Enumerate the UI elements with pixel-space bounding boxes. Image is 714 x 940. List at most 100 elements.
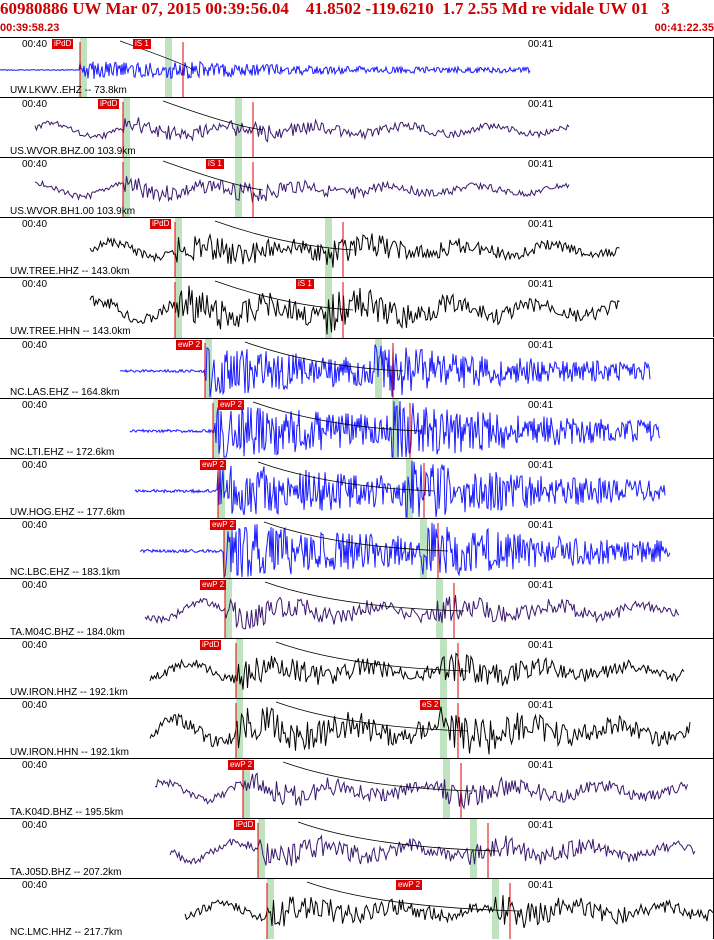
trace-panel[interactable]: 00:40 00:41 iPdD US.WVOR.BHZ.00 103.9km — [0, 97, 714, 158]
phase-window-band — [165, 38, 172, 98]
phase-pick-badge[interactable]: iS 1 — [296, 279, 314, 289]
waveform-plot — [34, 98, 570, 158]
waveform-trace — [149, 652, 685, 690]
time-tick-label: 00:41 — [528, 520, 554, 531]
waveform-trace — [169, 834, 696, 867]
trace-panel[interactable]: 00:40 00:41 ewP 2 TA.M04C.BHZ -- 184.0km — [0, 578, 714, 639]
trace-panel[interactable]: 00:40 00:41 eS 2 UW.IRON.HHN -- 192.1km — [0, 698, 714, 759]
header-bar: 60980886 UW Mar 07, 2015 00:39:56.04 41.… — [0, 0, 714, 37]
phase-pick-badge[interactable]: eS 2 — [420, 700, 441, 710]
phase-window-band — [443, 759, 450, 819]
phase-pick-badge[interactable]: ewP 2 — [176, 340, 203, 350]
trace-panel[interactable]: 00:40 00:41 iPdD UW.IRON.HHZ -- 192.1km — [0, 638, 714, 699]
waveform-plot — [139, 519, 671, 579]
phase-pick-badge[interactable]: iPdD — [98, 99, 120, 109]
phase-pick-badge[interactable]: iPdD — [234, 820, 256, 830]
waveform-plot — [134, 459, 666, 519]
phase-pick-badge[interactable]: iPdD — [52, 39, 74, 49]
time-tick-label: 00:41 — [528, 340, 554, 351]
waveform-plot — [144, 579, 680, 639]
phase-pick-badge[interactable]: ewP 2 — [200, 580, 227, 590]
travel-time-curve — [162, 160, 264, 191]
time-tick-label: 00:40 — [22, 520, 48, 531]
travel-time-curve — [162, 100, 264, 131]
time-tick-label: 00:40 — [22, 340, 48, 351]
phase-window-band — [436, 579, 443, 639]
phase-window-band — [236, 639, 243, 699]
time-tick-label: 00:41 — [528, 580, 554, 591]
phase-pick-badge[interactable]: ewP 2 — [228, 760, 255, 770]
time-tick-label: 00:40 — [22, 400, 48, 411]
waveform-trace — [34, 176, 570, 203]
station-label: TA.K04D.BHZ -- 195.5km — [10, 807, 124, 818]
time-tick-label: 00:40 — [22, 640, 48, 651]
waveform-trace — [134, 460, 666, 518]
waveform-plot — [89, 278, 620, 338]
phase-window-band — [123, 158, 130, 218]
phase-pick-badge[interactable]: iPdD — [150, 219, 172, 229]
phase-pick-badge[interactable]: ewP 2 — [200, 460, 227, 470]
time-tick-label: 00:41 — [528, 99, 554, 110]
phase-window-band — [235, 98, 242, 158]
travel-time-curve — [244, 341, 404, 372]
trace-panel[interactable]: 00:40 00:41 iPdD iS 1 UW.LKWV..EHZ -- 73.8km — [0, 37, 714, 98]
phase-window-band — [470, 819, 477, 879]
time-tick-label: 00:40 — [22, 820, 48, 831]
waveform-trace — [149, 706, 691, 755]
phase-window-band — [492, 879, 499, 939]
trace-panel[interactable]: 00:40 00:41 ewP 2 NC.LBC.EHZ -- 183.1km — [0, 518, 714, 579]
phase-window-band — [440, 639, 447, 699]
trace-panel[interactable]: 00:40 00:41 ewP 2 TA.K04D.BHZ -- 195.5km — [0, 758, 714, 819]
waveform-trace — [89, 285, 620, 335]
seismogram-panel[interactable]: 00:40 00:41 iPdD iS 1 UW.LKWV..EHZ -- 73.8km… — [0, 37, 714, 939]
phase-pick-badge[interactable]: ewP 2 — [396, 880, 423, 890]
time-tick-label: 00:41 — [528, 880, 554, 891]
travel-time-curve — [275, 701, 469, 732]
phase-pick-badge[interactable]: iS 1 — [133, 39, 151, 49]
waveform-trace — [119, 344, 651, 398]
time-tick-label: 00:41 — [528, 279, 554, 290]
time-tick-label: 00:40 — [22, 99, 48, 110]
phase-pick-badge[interactable]: iPdD — [200, 640, 222, 650]
time-tick-label: 00:40 — [22, 700, 48, 711]
time-tick-label: 00:40 — [22, 460, 48, 471]
phase-window-band — [123, 98, 130, 158]
waveform-trace — [184, 895, 714, 929]
station-label: TA.M04C.BHZ -- 184.0km — [10, 627, 125, 638]
waveform-plot — [129, 399, 661, 459]
phase-pick-badge[interactable]: iS 1 — [206, 159, 224, 169]
trace-panel[interactable]: 00:40 00:41 ewP 2 NC.LAS.EHZ -- 164.8km — [0, 338, 714, 399]
waveform-plot — [149, 699, 691, 759]
trace-panel[interactable]: 00:40 00:41 iPdD UW.TREE.HHZ -- 143.0km — [0, 217, 714, 278]
trace-panel[interactable]: 00:40 00:41 ewP 2 UW.HOG.EHZ -- 177.6km — [0, 458, 714, 519]
station-label: US.WVOR.BH1.00 103.9km — [10, 206, 136, 217]
time-tick-label: 00:41 — [528, 159, 554, 170]
waveform-plot — [89, 218, 620, 278]
travel-time-curve — [252, 401, 421, 432]
station-label: UW.HOG.EHZ -- 177.6km — [10, 507, 126, 518]
time-tick-label: 00:41 — [528, 700, 554, 711]
time-tick-label: 00:41 — [528, 39, 554, 50]
station-label: UW.TREE.HHZ -- 143.0km — [10, 266, 130, 277]
trace-panel[interactable]: 00:40 00:41 iS 1 US.WVOR.BH1.00 103.9km — [0, 157, 714, 218]
trace-panel[interactable]: 00:40 00:41 ewP 2 NC.LTI.EHZ -- 172.6km — [0, 398, 714, 459]
phase-window-band — [225, 579, 232, 639]
phase-window-band — [420, 519, 427, 579]
trace-panel[interactable]: 00:40 00:41 iPdD TA.J05D.BHZ -- 207.2km — [0, 818, 714, 879]
waveform-trace — [34, 117, 570, 143]
phase-window-band — [205, 339, 212, 399]
time-tick-label: 00:41 — [528, 219, 554, 230]
trace-panel[interactable]: 00:40 00:41 iS 1 UW.TREE.HHN -- 143.0km — [0, 277, 714, 338]
phase-window-band — [267, 879, 274, 939]
trace-panel[interactable]: 00:40 00:41 ewP 2 NC.LMC.HHZ -- 217.7km — [0, 878, 714, 939]
time-tick-label: 00:41 — [528, 640, 554, 651]
station-label: TA.J05D.BHZ -- 207.2km — [10, 867, 122, 878]
travel-time-curve — [119, 40, 194, 71]
travel-time-curve — [214, 280, 354, 311]
phase-pick-badge[interactable]: ewP 2 — [210, 520, 237, 530]
waveform-trace — [139, 522, 671, 579]
time-tick-label: 00:40 — [22, 39, 48, 50]
travel-time-curve — [214, 220, 354, 251]
phase-pick-badge[interactable]: ewP 2 — [218, 400, 245, 410]
station-label: NC.LAS.EHZ -- 164.8km — [10, 387, 120, 398]
